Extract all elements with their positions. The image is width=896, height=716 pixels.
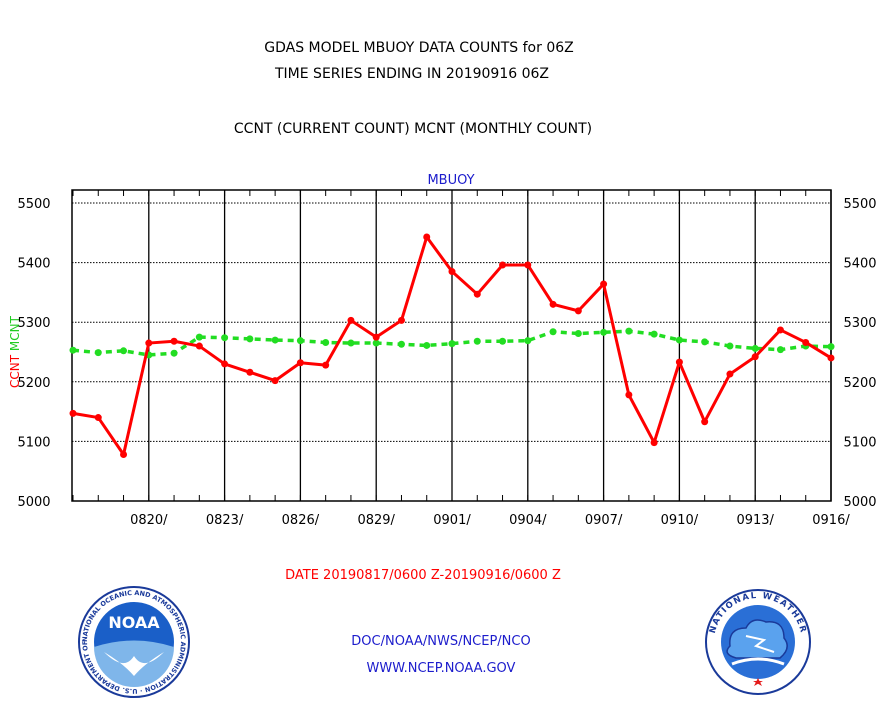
data-point-mcnt [827, 343, 835, 351]
data-point-ccnt [347, 316, 355, 324]
data-point-mcnt [701, 338, 709, 346]
data-point-mcnt [625, 327, 633, 335]
y-tick-label-left: 5000 [17, 495, 50, 510]
data-point-ccnt [322, 361, 330, 369]
data-point-mcnt [322, 338, 330, 346]
x-tick-label: 0820/ [130, 513, 168, 528]
data-point-ccnt [701, 418, 709, 426]
y-tick-label-right: 5500 [843, 197, 876, 212]
noaa-logo-text: NOAA [108, 613, 160, 632]
data-point-mcnt [448, 340, 456, 348]
data-point-mcnt [423, 341, 431, 349]
data-point-ccnt [726, 370, 734, 378]
x-tick-label: 0823/ [206, 513, 244, 528]
data-point-mcnt [499, 337, 507, 345]
data-point-ccnt [751, 353, 759, 361]
x-tick-label: 0829/ [357, 513, 395, 528]
data-point-ccnt [120, 451, 128, 459]
data-point-ccnt [397, 316, 405, 324]
noaa-logo: NOAA NATIONAL OCEANIC AND ATMOSPHERIC AD… [78, 586, 190, 698]
y-tick-label-left: 5500 [17, 197, 50, 212]
data-point-ccnt [600, 280, 608, 288]
data-point-ccnt [145, 339, 153, 347]
plot-title: MBUOY [427, 173, 474, 188]
data-point-mcnt [221, 334, 229, 342]
x-tick-label: 0826/ [282, 513, 320, 528]
data-point-ccnt [296, 359, 304, 367]
data-point-ccnt [802, 338, 810, 346]
x-tick-label: 0901/ [433, 513, 471, 528]
series-layer [69, 233, 835, 459]
data-point-mcnt [120, 347, 128, 355]
date-range-label: DATE 20190817/0600 Z-20190916/0600 Z [285, 568, 561, 583]
data-point-ccnt [625, 391, 633, 399]
data-point-mcnt [69, 346, 77, 354]
header-subtitle: TIME SERIES ENDING IN 20190916 06Z [274, 66, 549, 82]
data-point-ccnt [448, 268, 456, 276]
y-axis-label-mcnt: MCNT [8, 315, 22, 351]
y-tick-label-left: 5100 [17, 435, 50, 450]
data-point-mcnt [94, 349, 102, 357]
data-point-ccnt [524, 261, 532, 269]
data-point-mcnt [271, 336, 279, 344]
data-point-mcnt [347, 339, 355, 347]
data-point-mcnt [600, 328, 608, 336]
x-tick-label: 0910/ [661, 513, 699, 528]
y-axis-label: CCNT MCNT [8, 315, 22, 388]
y-tick-label-left: 5200 [17, 376, 50, 391]
header-title: GDAS MODEL MBUOY DATA COUNTS for 06Z [264, 40, 573, 56]
org-label: DOC/NOAA/NWS/NCEP/NCO [351, 634, 530, 649]
data-point-mcnt [574, 330, 582, 338]
data-point-ccnt [170, 337, 178, 345]
x-tick-label: 0913/ [736, 513, 774, 528]
data-point-ccnt [94, 414, 102, 422]
header-legend-desc: CCNT (CURRENT COUNT) MCNT (MONTHLY COUNT… [234, 121, 592, 137]
data-point-ccnt [549, 300, 557, 308]
data-point-mcnt [776, 346, 784, 354]
data-point-mcnt [372, 339, 380, 347]
data-point-mcnt [549, 328, 557, 336]
x-tick-label: 0916/ [812, 513, 850, 528]
y-tick-label-left: 5300 [17, 316, 50, 331]
data-point-mcnt [726, 342, 734, 350]
data-point-ccnt [574, 307, 582, 315]
data-point-ccnt [675, 358, 683, 366]
y-axis-label-ccnt: CCNT [8, 354, 22, 388]
data-point-mcnt [170, 349, 178, 357]
nws-logo: NATIONAL WEATHER SERVICE [705, 589, 811, 695]
data-point-ccnt [499, 261, 507, 269]
data-point-mcnt [751, 344, 759, 352]
data-point-ccnt [650, 439, 658, 447]
y-tick-label-right: 5000 [843, 495, 876, 510]
data-point-ccnt [195, 342, 203, 350]
data-point-mcnt [296, 337, 304, 345]
x-tick-label: 0904/ [509, 513, 547, 528]
y-tick-label-right: 5400 [843, 257, 876, 272]
y-tick-label-right: 5200 [843, 376, 876, 391]
data-point-ccnt [221, 360, 229, 368]
data-point-ccnt [473, 290, 481, 298]
y-tick-label-right: 5100 [843, 435, 876, 450]
data-point-ccnt [372, 333, 380, 341]
data-point-mcnt [397, 340, 405, 348]
data-point-mcnt [650, 330, 658, 338]
y-tick-label-left: 5400 [17, 257, 50, 272]
data-point-ccnt [246, 368, 254, 376]
data-point-ccnt [827, 354, 835, 362]
data-point-ccnt [69, 409, 77, 417]
data-point-mcnt [246, 335, 254, 343]
data-point-ccnt [423, 233, 431, 241]
y-tick-label-right: 5300 [843, 316, 876, 331]
data-point-mcnt [675, 336, 683, 344]
url-label: WWW.NCEP.NOAA.GOV [367, 661, 516, 676]
data-point-ccnt [271, 377, 279, 385]
data-point-mcnt [524, 337, 532, 345]
x-tick-label: 0907/ [585, 513, 623, 528]
data-point-mcnt [195, 333, 203, 341]
data-point-ccnt [776, 326, 784, 334]
data-point-mcnt [473, 337, 481, 345]
axis-layer: 5000 5000 5100 5100 5200 5200 5300 5300 5400 5400… [17, 189, 877, 528]
